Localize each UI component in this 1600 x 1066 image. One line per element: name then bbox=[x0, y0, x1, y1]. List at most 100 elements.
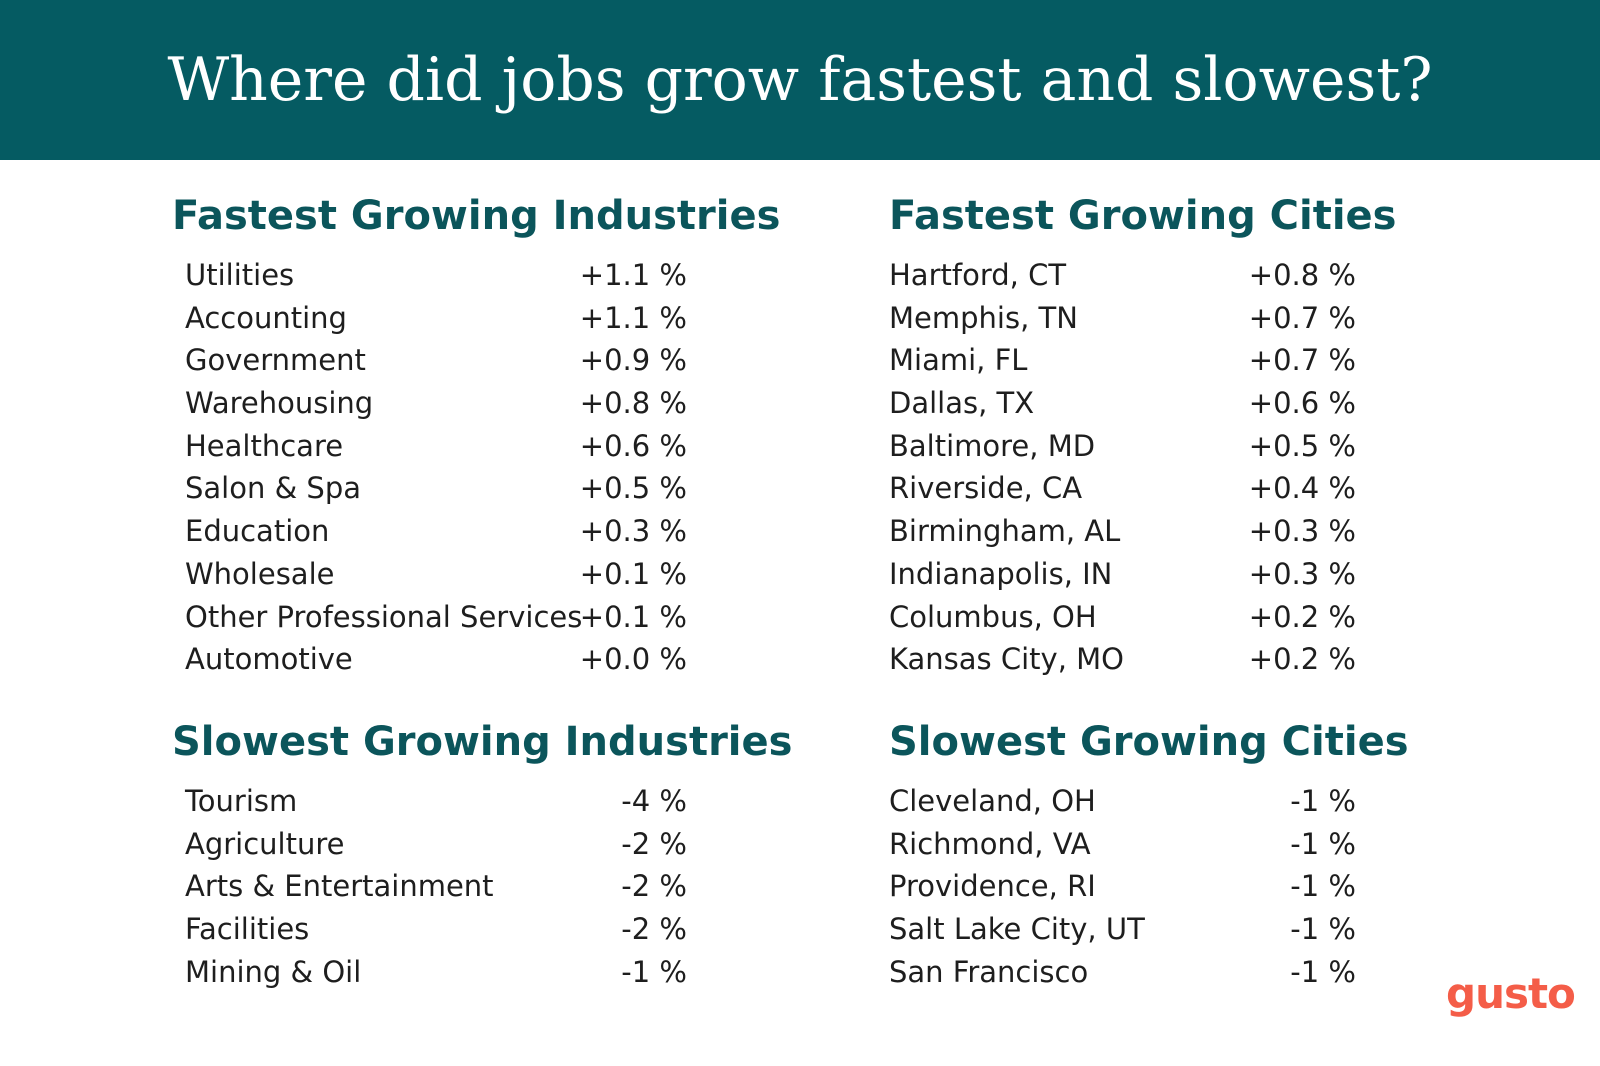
row-label: Mining & Oil bbox=[185, 954, 362, 989]
gusto-logo: gusto bbox=[1446, 969, 1576, 1018]
row-value: +0.8 % bbox=[1248, 258, 1356, 292]
table-row: Indianapolis, IN +0.3 % bbox=[889, 553, 1356, 596]
row-value: +0.3 % bbox=[579, 514, 687, 549]
row-value: +0.7 % bbox=[1248, 300, 1356, 335]
row-value: -1 % bbox=[1290, 784, 1356, 818]
row-value: +0.6 % bbox=[1248, 386, 1356, 421]
table-row: Salt Lake City, UT -1 % bbox=[889, 908, 1356, 951]
row-label: Wholesale bbox=[185, 556, 335, 591]
row-label: Cleveland, OH bbox=[889, 784, 1096, 818]
table-row: Hartford, CT +0.8 % bbox=[889, 254, 1356, 297]
row-label: Richmond, VA bbox=[889, 826, 1091, 861]
table-row: Columbus, OH +0.2 % bbox=[889, 596, 1356, 639]
row-value: -4 % bbox=[621, 784, 687, 818]
row-value: +1.1 % bbox=[579, 300, 687, 335]
table-row: San Francisco -1 % bbox=[889, 951, 1356, 994]
row-value: -2 % bbox=[621, 912, 687, 947]
slowest-cities-table: Slowest Growing Cities Cleveland, OH -1 %… bbox=[889, 718, 1409, 989]
row-value: +0.6 % bbox=[579, 428, 687, 463]
table-row: Cleveland, OH -1 % bbox=[889, 780, 1356, 823]
row-label: Kansas City, MO bbox=[889, 642, 1124, 677]
row-value: -1 % bbox=[621, 954, 687, 989]
table-row: Utilities +1.1 % bbox=[185, 254, 687, 297]
row-label: Salt Lake City, UT bbox=[889, 912, 1145, 947]
row-label: Utilities bbox=[185, 258, 295, 292]
fastest-industries-table: Fastest Growing Industries Utilities +1.1… bbox=[172, 192, 781, 676]
row-label: Education bbox=[185, 514, 330, 549]
table-rows: Utilities +1.1 % Accounting +1.1 % Governmen… bbox=[185, 254, 687, 681]
row-value: -1 % bbox=[1290, 869, 1356, 904]
table-row: Warehousing +0.8 % bbox=[185, 382, 687, 425]
row-label: Baltimore, MD bbox=[889, 428, 1096, 463]
row-value: +0.5 % bbox=[1248, 428, 1356, 463]
row-value: +0.2 % bbox=[1248, 642, 1356, 677]
row-label: Providence, RI bbox=[889, 869, 1096, 904]
table-row: Facilities -2 % bbox=[185, 908, 687, 951]
row-label: Dallas, TX bbox=[889, 386, 1035, 421]
row-label: San Francisco bbox=[889, 954, 1089, 989]
table-row: Birmingham, AL +0.3 % bbox=[889, 510, 1356, 553]
table-row: Providence, RI -1 % bbox=[889, 865, 1356, 908]
slowest-industries-table: Slowest Growing Industries Tourism -4 % Ag… bbox=[172, 718, 793, 989]
row-value: +0.8 % bbox=[579, 386, 687, 421]
table-row: Kansas City, MO +0.2 % bbox=[889, 638, 1356, 681]
table-row: Dallas, TX +0.6 % bbox=[889, 382, 1356, 425]
table-row: Memphis, TN +0.7 % bbox=[889, 297, 1356, 340]
row-value: -1 % bbox=[1290, 912, 1356, 947]
row-label: Memphis, TN bbox=[889, 300, 1078, 335]
row-label: Birmingham, AL bbox=[889, 514, 1121, 549]
table-row: Salon & Spa +0.5 % bbox=[185, 467, 687, 510]
row-label: Facilities bbox=[185, 912, 310, 947]
table-rows: Cleveland, OH -1 % Richmond, VA -1 % Provide… bbox=[889, 780, 1356, 993]
row-value: +0.9 % bbox=[579, 343, 687, 378]
section-title: Slowest Growing Industries bbox=[172, 719, 793, 765]
table-row: Miami, FL +0.7 % bbox=[889, 339, 1356, 382]
row-label: Automotive bbox=[185, 642, 353, 677]
table-row: Healthcare +0.6 % bbox=[185, 425, 687, 468]
table-row: Baltimore, MD +0.5 % bbox=[889, 425, 1356, 468]
row-value: -2 % bbox=[621, 869, 687, 904]
row-value: +0.3 % bbox=[1248, 556, 1356, 591]
fastest-cities-table: Fastest Growing Cities Hartford, CT +0.8 … bbox=[889, 192, 1397, 676]
row-value: +0.2 % bbox=[1248, 599, 1356, 634]
row-label: Columbus, OH bbox=[889, 599, 1097, 634]
table-row: Wholesale +0.1 % bbox=[185, 553, 687, 596]
row-value: -2 % bbox=[621, 826, 687, 861]
row-value: -1 % bbox=[1290, 954, 1356, 989]
row-value: +0.3 % bbox=[1248, 514, 1356, 549]
row-value: +0.7 % bbox=[1248, 343, 1356, 378]
table-row: Automotive +0.0 % bbox=[185, 638, 687, 681]
row-label: Salon & Spa bbox=[185, 471, 361, 506]
row-value: +0.1 % bbox=[579, 556, 687, 591]
row-label: Arts & Entertainment bbox=[185, 869, 494, 904]
table-row: Other Professional Services +0.1 % bbox=[185, 596, 687, 639]
section-title: Fastest Growing Industries bbox=[172, 193, 781, 239]
table-row: Richmond, VA -1 % bbox=[889, 823, 1356, 866]
row-value: +0.4 % bbox=[1248, 471, 1356, 506]
row-value: -1 % bbox=[1290, 826, 1356, 861]
row-label: Tourism bbox=[185, 784, 298, 818]
table-row: Mining & Oil -1 % bbox=[185, 951, 687, 994]
page-title: Where did jobs grow fastest and slowest? bbox=[167, 45, 1433, 115]
row-value: +1.1 % bbox=[579, 258, 687, 292]
table-rows: Hartford, CT +0.8 % Memphis, TN +0.7 % Miami… bbox=[889, 254, 1356, 681]
section-title: Slowest Growing Cities bbox=[889, 719, 1409, 765]
row-label: Government bbox=[185, 343, 366, 378]
row-value: +0.5 % bbox=[579, 471, 687, 506]
table-row: Tourism -4 % bbox=[185, 780, 687, 823]
table-row: Arts & Entertainment -2 % bbox=[185, 865, 687, 908]
row-value: +0.0 % bbox=[579, 642, 687, 677]
table-row: Government +0.9 % bbox=[185, 339, 687, 382]
title-banner: Where did jobs grow fastest and slowest? bbox=[0, 0, 1600, 160]
table-row: Riverside, CA +0.4 % bbox=[889, 467, 1356, 510]
table-row: Education +0.3 % bbox=[185, 510, 687, 553]
row-value: +0.1 % bbox=[579, 599, 687, 634]
row-label: Accounting bbox=[185, 300, 347, 335]
section-title: Fastest Growing Cities bbox=[889, 193, 1397, 239]
table-row: Accounting +1.1 % bbox=[185, 297, 687, 340]
row-label: Indianapolis, IN bbox=[889, 556, 1113, 591]
row-label: Other Professional Services bbox=[185, 599, 583, 634]
row-label: Agriculture bbox=[185, 826, 345, 861]
row-label: Warehousing bbox=[185, 386, 374, 421]
table-row: Agriculture -2 % bbox=[185, 823, 687, 866]
